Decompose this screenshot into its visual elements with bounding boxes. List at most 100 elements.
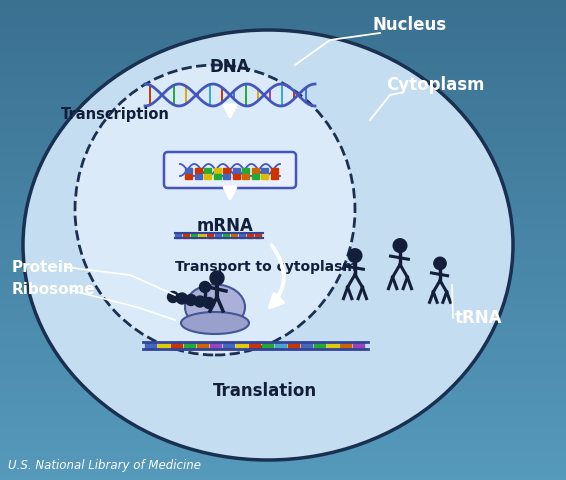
Bar bbox=[0, 431, 566, 432]
Bar bbox=[0, 314, 566, 315]
Bar bbox=[0, 476, 566, 477]
Bar bbox=[0, 123, 566, 124]
Bar bbox=[0, 22, 566, 23]
Bar bbox=[0, 114, 566, 115]
Bar bbox=[0, 317, 566, 318]
Bar bbox=[0, 77, 566, 78]
Bar bbox=[0, 115, 566, 116]
Text: Translation: Translation bbox=[213, 382, 317, 400]
Bar bbox=[0, 91, 566, 92]
Bar bbox=[0, 402, 566, 403]
Bar bbox=[0, 250, 566, 251]
Bar bbox=[0, 240, 566, 241]
Bar bbox=[0, 203, 566, 204]
Bar bbox=[0, 441, 566, 442]
Bar bbox=[0, 183, 566, 184]
Bar bbox=[0, 366, 566, 367]
Bar bbox=[184, 342, 195, 349]
Bar bbox=[0, 217, 566, 218]
Bar bbox=[0, 280, 566, 281]
Circle shape bbox=[199, 281, 211, 292]
Bar bbox=[0, 226, 566, 227]
Bar bbox=[0, 130, 566, 131]
Bar bbox=[0, 321, 566, 322]
Bar bbox=[0, 418, 566, 419]
Circle shape bbox=[348, 249, 362, 263]
FancyBboxPatch shape bbox=[164, 152, 296, 188]
Bar bbox=[0, 464, 566, 465]
Bar bbox=[0, 132, 566, 133]
Bar bbox=[0, 80, 566, 81]
Bar bbox=[0, 156, 566, 157]
Bar bbox=[0, 352, 566, 353]
Bar bbox=[0, 246, 566, 247]
Bar bbox=[0, 42, 566, 43]
Bar bbox=[0, 192, 566, 193]
Bar bbox=[0, 104, 566, 105]
Bar bbox=[0, 24, 566, 25]
Bar bbox=[0, 247, 566, 248]
Bar bbox=[0, 36, 566, 37]
Bar bbox=[0, 211, 566, 212]
Bar bbox=[0, 222, 566, 223]
Bar bbox=[0, 472, 566, 473]
Bar bbox=[0, 34, 566, 35]
Bar bbox=[0, 74, 566, 75]
Bar bbox=[0, 64, 566, 65]
Bar bbox=[0, 396, 566, 397]
Bar bbox=[0, 389, 566, 390]
Bar bbox=[251, 174, 259, 179]
Bar bbox=[0, 306, 566, 307]
Bar bbox=[0, 144, 566, 145]
Bar bbox=[0, 248, 566, 249]
Bar bbox=[0, 154, 566, 155]
Bar bbox=[0, 451, 566, 452]
Bar bbox=[261, 168, 268, 173]
Bar bbox=[158, 342, 169, 349]
Bar bbox=[0, 347, 566, 348]
Bar bbox=[0, 129, 566, 130]
Bar bbox=[0, 334, 566, 335]
Bar bbox=[0, 300, 566, 301]
Bar bbox=[0, 448, 566, 449]
Bar bbox=[0, 43, 566, 44]
Bar bbox=[0, 57, 566, 58]
Bar bbox=[0, 186, 566, 187]
Bar bbox=[0, 18, 566, 19]
Bar bbox=[0, 87, 566, 88]
Bar bbox=[0, 309, 566, 310]
Bar bbox=[0, 190, 566, 191]
Text: tRNA: tRNA bbox=[455, 309, 503, 327]
Bar bbox=[0, 133, 566, 134]
Bar bbox=[0, 32, 566, 33]
Bar bbox=[0, 127, 566, 128]
Text: mRNA: mRNA bbox=[196, 217, 254, 235]
Bar bbox=[0, 447, 566, 448]
Bar bbox=[0, 243, 566, 244]
Bar bbox=[0, 444, 566, 445]
Bar bbox=[0, 450, 566, 451]
Bar bbox=[0, 412, 566, 413]
Bar bbox=[0, 49, 566, 50]
Bar bbox=[0, 296, 566, 297]
Bar bbox=[0, 245, 566, 246]
Bar bbox=[242, 168, 249, 173]
Bar bbox=[0, 304, 566, 305]
Bar bbox=[0, 256, 566, 257]
Bar bbox=[0, 315, 566, 316]
Bar bbox=[0, 251, 566, 252]
Bar bbox=[0, 85, 566, 86]
Circle shape bbox=[434, 257, 446, 270]
Bar bbox=[0, 199, 566, 200]
Bar bbox=[0, 425, 566, 426]
Bar bbox=[0, 262, 566, 263]
Bar bbox=[0, 31, 566, 32]
Bar bbox=[0, 182, 566, 183]
Text: Transport to cytoplasm: Transport to cytoplasm bbox=[175, 260, 357, 274]
Bar bbox=[233, 168, 239, 173]
Circle shape bbox=[204, 298, 215, 309]
Bar bbox=[0, 442, 566, 443]
Bar bbox=[0, 364, 566, 365]
Bar bbox=[0, 197, 566, 198]
Bar bbox=[0, 337, 566, 338]
